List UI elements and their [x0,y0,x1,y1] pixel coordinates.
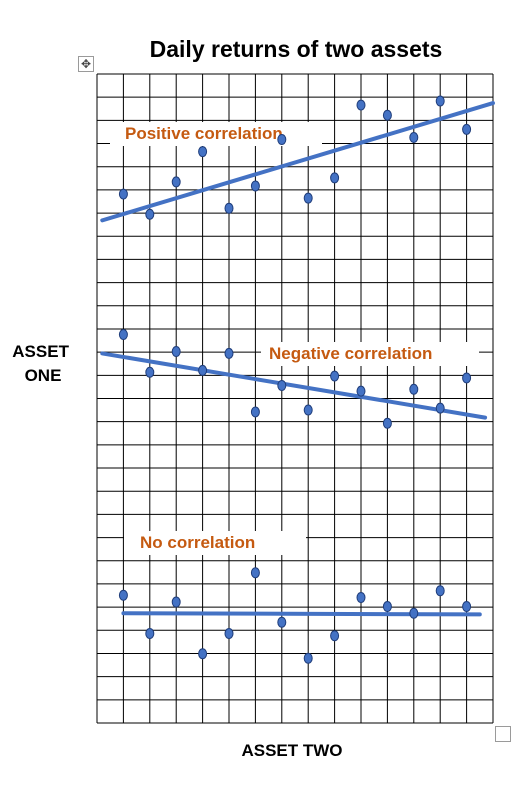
data-point [330,172,340,184]
data-point [382,601,392,612]
data-point [224,347,234,359]
trend-line [100,101,495,223]
move-handle-icon[interactable]: ✥ [78,56,94,72]
data-point [145,208,155,220]
data-point [409,607,419,619]
data-point [356,592,366,603]
data-point [198,648,208,660]
data-point [198,146,208,158]
data-point [250,180,260,192]
resize-handle-icon[interactable] [495,726,511,742]
data-point [382,417,392,429]
x-axis-label: ASSET TWO [241,741,342,760]
data-point [409,131,419,143]
trend-line [100,351,488,420]
data-point [277,380,287,392]
data-point [250,567,260,579]
data-point [330,370,340,382]
data-point [303,652,313,664]
data-point [462,372,472,384]
data-point [171,346,181,358]
data-point [171,176,181,188]
panel-label-background [124,531,306,555]
data-point [224,202,234,214]
panel-label-background [110,122,322,146]
panel-label: No correlation [140,533,255,552]
panel-labels: Positive correlation Negative correlation… [110,122,479,555]
data-point [277,133,287,145]
data-point [303,192,313,204]
data-point [356,99,366,111]
panel-label: Negative correlation [269,344,432,363]
data-point [145,366,155,378]
data-point [382,109,392,121]
panel-label-background [261,342,479,366]
data-point [303,404,313,416]
data-point [250,406,260,418]
y-axis-label: ASSET ONE [12,342,73,385]
chart-title: Daily returns of two assets [150,36,443,62]
data-point [462,601,472,612]
data-point [118,329,128,341]
data-point [171,596,181,608]
data-point [356,385,366,397]
data-point [198,364,208,376]
data-point [330,630,340,642]
data-point [118,589,128,601]
trend-line [121,611,482,617]
data-point [462,123,472,135]
data-point [145,628,155,639]
data-point [224,628,234,639]
data-point [435,95,445,107]
data-point [435,585,445,597]
data-point [118,188,128,200]
data-point [277,616,287,628]
data-points [118,95,472,664]
data-point [409,383,419,395]
panel-label: Positive correlation [125,124,283,143]
trend-lines [100,101,495,617]
data-point [435,402,445,414]
grid [96,73,494,724]
